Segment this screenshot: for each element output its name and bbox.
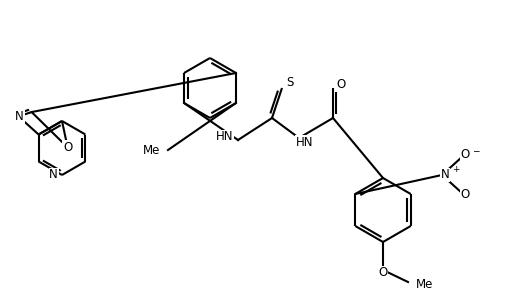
Text: O: O [460,189,469,202]
Text: S: S [286,76,293,89]
Text: N: N [15,110,24,123]
Text: O: O [336,78,345,91]
Text: −: − [471,147,479,155]
Text: Me: Me [142,144,160,157]
Text: Me: Me [415,278,432,290]
Text: +: + [451,165,459,175]
Text: HN: HN [295,136,313,149]
Text: N: N [49,168,58,181]
Text: O: O [63,141,72,154]
Text: N: N [440,168,448,181]
Text: O: O [378,266,387,279]
Text: HN: HN [215,131,232,144]
Text: O: O [460,149,469,162]
